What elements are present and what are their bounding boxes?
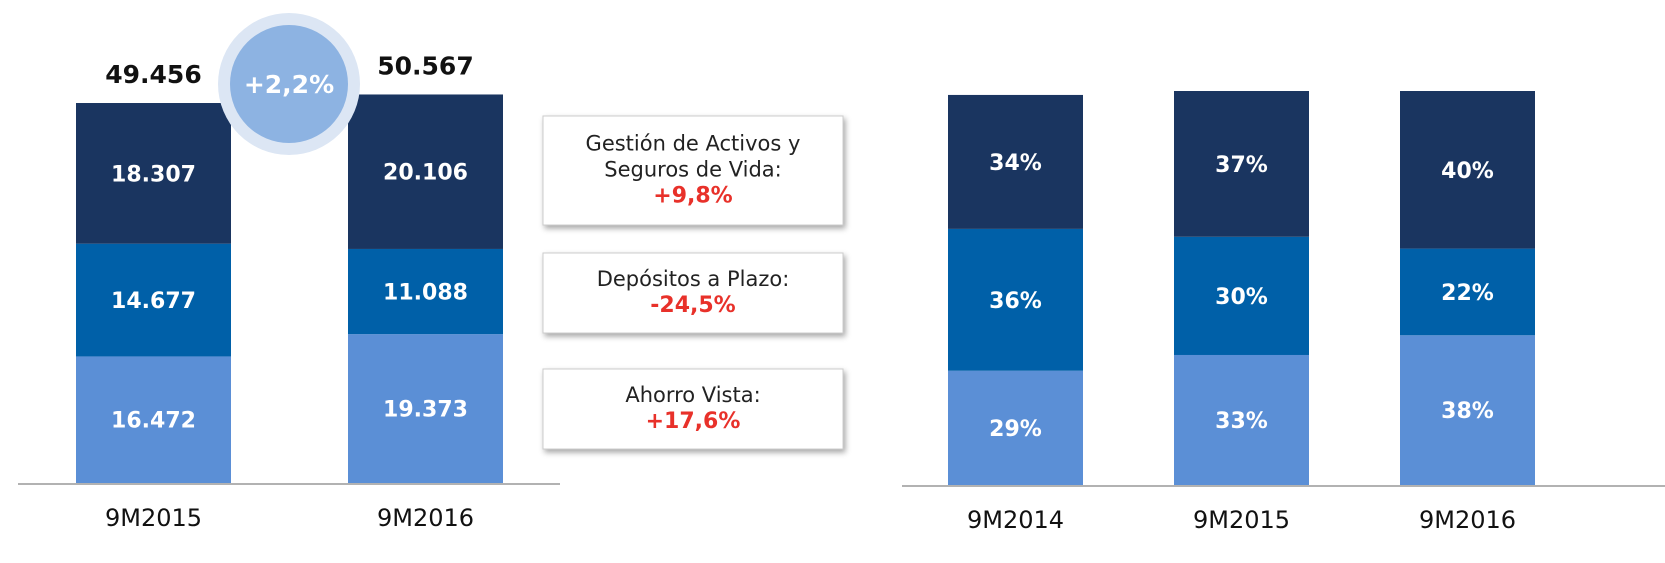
data-label: 19.373 bbox=[383, 398, 468, 423]
total-label: 49.456 bbox=[105, 60, 201, 89]
annotation-value: +17,6% bbox=[646, 409, 741, 434]
annotation-text: Gestión de Activos y bbox=[586, 132, 801, 156]
annotation-value: +9,8% bbox=[653, 184, 732, 209]
bar-segment bbox=[348, 94, 503, 249]
annotation-box bbox=[542, 368, 844, 450]
data-label: 20.106 bbox=[383, 161, 468, 186]
data-label: 11.088 bbox=[383, 281, 468, 306]
data-label: 36% bbox=[989, 289, 1042, 314]
bar-segment bbox=[1400, 91, 1535, 249]
data-label: 16.472 bbox=[111, 409, 196, 434]
growth-circle bbox=[230, 25, 348, 143]
bar-segment bbox=[76, 356, 231, 483]
bar-segment bbox=[76, 243, 231, 357]
bar-segment bbox=[948, 94, 1083, 229]
data-label: 22% bbox=[1441, 281, 1494, 306]
x-tick-label: 9M2015 bbox=[1193, 506, 1290, 534]
growth-label: +2,2% bbox=[244, 70, 334, 99]
data-label: 18.307 bbox=[111, 162, 196, 187]
data-label: 34% bbox=[989, 151, 1042, 176]
annotation-text: Ahorro Vista: bbox=[625, 383, 760, 407]
annotation-text: Seguros de Vida: bbox=[604, 158, 781, 182]
x-tick-label: 9M2014 bbox=[967, 506, 1064, 534]
x-tick-label: 9M2015 bbox=[105, 504, 202, 532]
bar-segment bbox=[948, 228, 1083, 371]
bar-segment bbox=[948, 370, 1083, 485]
annotation-box bbox=[542, 115, 844, 226]
bar-segment bbox=[1174, 91, 1309, 237]
bar-segment bbox=[76, 103, 231, 244]
data-label: 37% bbox=[1215, 153, 1268, 178]
data-label: 33% bbox=[1215, 409, 1268, 434]
bar-segment bbox=[348, 248, 503, 335]
annotation-value: -24,5% bbox=[650, 293, 735, 318]
bar-segment bbox=[1174, 354, 1309, 485]
bar-segment bbox=[348, 334, 503, 483]
data-label: 38% bbox=[1441, 399, 1494, 424]
bar-segment bbox=[1174, 236, 1309, 355]
data-label: 40% bbox=[1441, 159, 1494, 184]
data-label: 29% bbox=[989, 417, 1042, 442]
annotation-text: Depósitos a Plazo: bbox=[597, 267, 790, 291]
total-label: 50.567 bbox=[377, 51, 473, 80]
x-tick-label: 9M2016 bbox=[377, 504, 474, 532]
bar-segment bbox=[1400, 248, 1535, 336]
data-label: 14.677 bbox=[111, 289, 196, 314]
bar-segment bbox=[1400, 335, 1535, 485]
data-label: 30% bbox=[1215, 285, 1268, 310]
annotation-box bbox=[542, 252, 844, 334]
x-tick-label: 9M2016 bbox=[1419, 506, 1516, 534]
